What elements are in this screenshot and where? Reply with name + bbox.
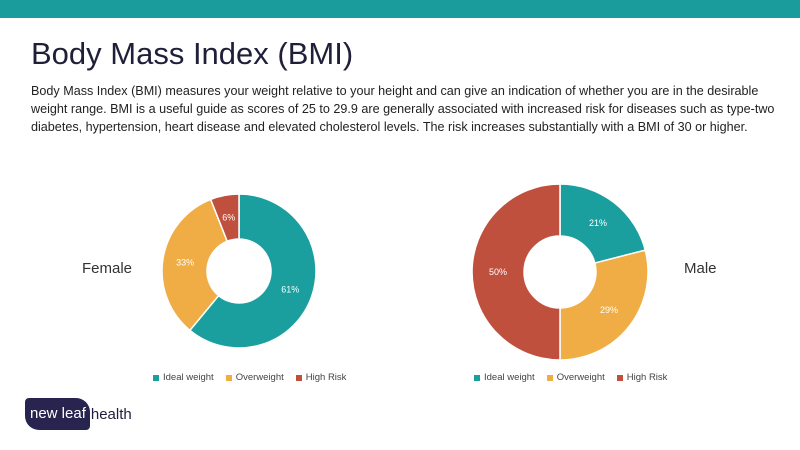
new-leaf-health-logo: new leaf health	[25, 398, 132, 430]
legend-label: High Risk	[305, 372, 347, 383]
male-data-label: 50%	[489, 267, 507, 277]
legend-swatch	[616, 374, 623, 381]
legend-swatch	[474, 374, 480, 381]
female-legend: Ideal weight Overweight High Risk	[153, 372, 346, 383]
male-chart-title: Male	[684, 260, 717, 277]
male-legend: Ideal weight Overweight High Risk	[474, 372, 667, 383]
top-accent-bar	[0, 0, 800, 18]
legend-swatch	[295, 374, 302, 381]
male-slice-overweight	[559, 249, 649, 361]
legend-item-high-risk: High Risk	[616, 372, 668, 383]
male-slice-ideal-weight	[559, 183, 647, 264]
logo-part2: health	[90, 405, 132, 423]
female-slice-ideal-weight	[188, 193, 317, 349]
page-title: Body Mass Index (BMI)	[31, 36, 354, 71]
legend-label: Ideal weight	[484, 372, 535, 383]
male-slice-high-risk	[471, 183, 561, 361]
legend-swatch	[153, 374, 159, 381]
male-data-label: 29%	[600, 305, 618, 315]
logo-part1: new leaf	[25, 398, 90, 430]
female-data-label: 6%	[222, 212, 235, 222]
legend-item-ideal: Ideal weight	[153, 372, 214, 383]
female-slice-high-risk	[209, 193, 240, 243]
female-data-label: 33%	[176, 257, 194, 267]
legend-item-overweight: Overweight	[546, 372, 605, 383]
legend-item-ideal: Ideal weight	[474, 372, 535, 383]
legend-item-overweight: Overweight	[225, 372, 284, 383]
legend-label: Overweight	[556, 372, 605, 383]
legend-swatch	[225, 374, 232, 381]
male-data-label: 21%	[589, 218, 607, 228]
legend-item-high-risk: High Risk	[295, 372, 347, 383]
legend-swatch	[546, 374, 553, 381]
female-slice-overweight	[161, 198, 229, 332]
description: Body Mass Index (BMI) measures your weig…	[31, 84, 775, 134]
female-data-label: 61%	[281, 284, 299, 294]
female-chart-title: Female	[82, 260, 133, 277]
legend-label: Ideal weight	[163, 372, 214, 383]
legend-label: High Risk	[626, 372, 668, 383]
legend-label: Overweight	[235, 372, 284, 383]
